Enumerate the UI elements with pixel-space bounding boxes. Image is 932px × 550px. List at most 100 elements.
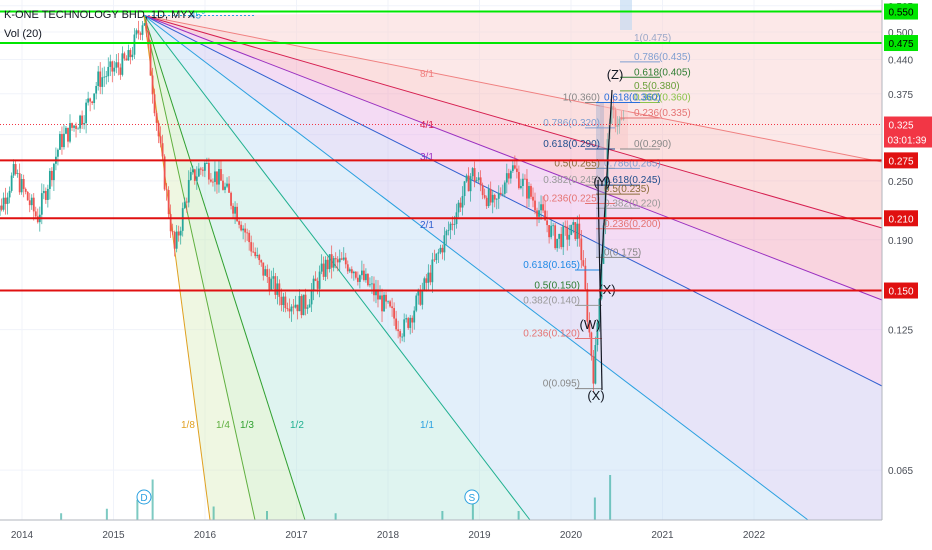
volume-bar bbox=[136, 499, 139, 520]
candle-body bbox=[520, 186, 522, 189]
candle-body bbox=[389, 301, 391, 307]
candle-body bbox=[544, 210, 546, 221]
candle-body bbox=[256, 254, 259, 257]
gann-line-label: 4/1 bbox=[420, 120, 434, 131]
candle-body bbox=[397, 329, 400, 332]
candle-body bbox=[550, 225, 553, 238]
candle-body bbox=[157, 122, 160, 137]
candle-body bbox=[352, 271, 355, 274]
candle-body bbox=[266, 269, 269, 278]
price-level-tag-label: 0.475 bbox=[888, 39, 913, 50]
candle-body bbox=[99, 71, 102, 87]
fib-mid-label: 1(0.360) bbox=[563, 93, 600, 104]
candle-body bbox=[250, 242, 253, 252]
candle-body bbox=[562, 226, 565, 248]
candle-body bbox=[463, 181, 466, 197]
candle-body bbox=[151, 75, 154, 95]
candle-body bbox=[528, 186, 530, 199]
candle-body bbox=[220, 169, 222, 181]
candle-body bbox=[101, 77, 104, 87]
candle-body bbox=[415, 295, 418, 311]
candle-body bbox=[191, 169, 194, 173]
candle-body bbox=[103, 76, 106, 78]
candle-body bbox=[274, 276, 277, 295]
candle-body bbox=[507, 173, 510, 179]
fib-upper-label: 0.382(0.360) bbox=[634, 93, 691, 104]
candle-body bbox=[16, 173, 19, 175]
candle-body bbox=[105, 76, 108, 78]
gann-line bbox=[143, 15, 256, 521]
candle-body bbox=[481, 185, 484, 196]
gann-line bbox=[143, 15, 531, 521]
candle-body bbox=[139, 33, 142, 35]
volume-bar bbox=[609, 475, 612, 520]
candle-body bbox=[407, 318, 410, 328]
candle-body bbox=[197, 168, 200, 177]
symbol-title: K-ONE TECHNOLOGY BHD, 1D, MYX bbox=[4, 9, 195, 21]
candle-body bbox=[475, 180, 478, 182]
candle-body bbox=[18, 173, 21, 193]
candle-body bbox=[324, 259, 327, 277]
candle-body bbox=[262, 262, 265, 276]
candle-body bbox=[26, 191, 29, 201]
candle-body bbox=[189, 172, 192, 180]
candle-body bbox=[316, 280, 319, 289]
price-level-tag-label: 0.150 bbox=[888, 287, 913, 298]
candle-body bbox=[592, 356, 595, 384]
candle-body bbox=[403, 319, 406, 337]
candle-body bbox=[318, 271, 321, 289]
candle-body bbox=[236, 206, 238, 222]
candle-body bbox=[131, 54, 134, 58]
candle-body bbox=[143, 23, 146, 26]
candle-body bbox=[459, 202, 462, 208]
candle-body bbox=[570, 224, 573, 235]
wave-label: (X) bbox=[587, 388, 604, 403]
candle-body bbox=[97, 71, 100, 86]
fib-mid-label: 0.382(0.245) bbox=[543, 175, 600, 186]
volume-indicator-label[interactable]: Vol (20) bbox=[4, 28, 42, 40]
candle-body bbox=[73, 125, 75, 128]
candle-body bbox=[582, 260, 585, 266]
candle-body bbox=[280, 296, 283, 306]
fib-lower-label: 0.5(0.150) bbox=[534, 281, 580, 292]
candle-body bbox=[385, 294, 387, 302]
candle-body bbox=[133, 34, 136, 55]
candle-body bbox=[93, 93, 96, 104]
volume-bar bbox=[441, 511, 444, 520]
candle-body bbox=[203, 162, 206, 171]
candle-body bbox=[518, 171, 520, 189]
candle-body bbox=[201, 169, 204, 171]
gann-line-label: 3/1 bbox=[420, 152, 434, 163]
candle-body bbox=[584, 265, 587, 290]
candle-body bbox=[270, 278, 273, 291]
candle-body bbox=[230, 192, 232, 206]
time-axis bbox=[0, 520, 932, 550]
fib-lower-label: 0.618(0.165) bbox=[523, 260, 580, 271]
candle-body bbox=[0, 205, 3, 210]
volume-bar bbox=[60, 513, 63, 520]
candle-body bbox=[457, 202, 460, 213]
candle-body bbox=[57, 149, 59, 157]
candle-body bbox=[240, 224, 243, 231]
candle-body bbox=[81, 115, 83, 125]
candle-body bbox=[129, 50, 132, 58]
candle-body bbox=[177, 231, 180, 236]
volume-bar bbox=[151, 479, 154, 520]
candle-body bbox=[344, 257, 347, 265]
price-level-tag-label: 0.550 bbox=[888, 8, 913, 19]
candle-body bbox=[28, 200, 31, 206]
candle-body bbox=[391, 306, 393, 309]
gann-line bbox=[143, 15, 306, 521]
candle-body bbox=[489, 189, 492, 203]
candle-body bbox=[163, 156, 166, 190]
candle-body bbox=[264, 269, 267, 276]
fib-zone bbox=[600, 102, 628, 149]
candle-body bbox=[375, 289, 377, 296]
candle-body bbox=[363, 270, 365, 281]
x-tick-label: 2022 bbox=[743, 530, 766, 541]
candle-body bbox=[576, 223, 579, 240]
candle-body bbox=[322, 263, 325, 277]
candle-body bbox=[59, 133, 61, 150]
